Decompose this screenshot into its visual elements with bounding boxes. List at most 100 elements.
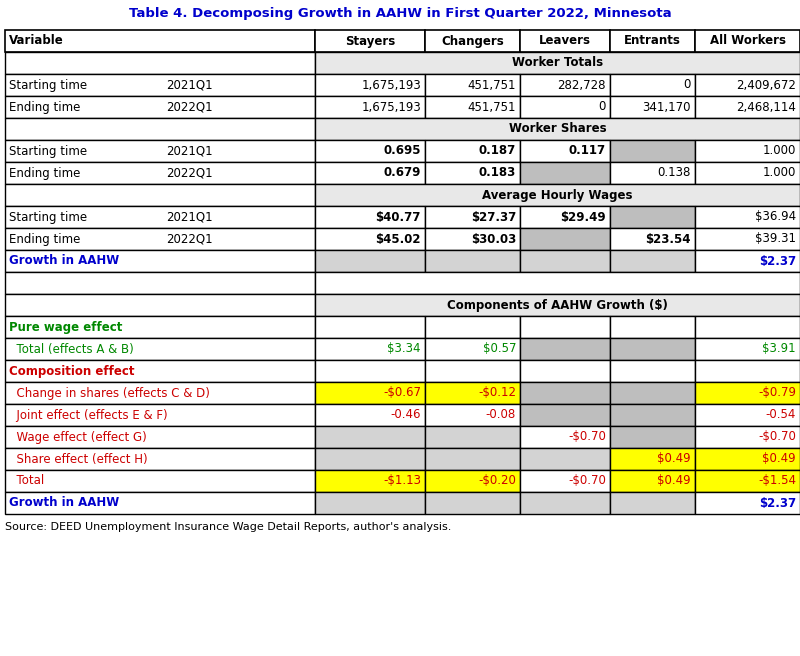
Bar (5, 272, 315, 294)
Bar (610, 492, 695, 514)
Text: Growth in AAHW: Growth in AAHW (9, 255, 119, 268)
Text: -$0.70: -$0.70 (568, 430, 606, 443)
Text: 1,675,193: 1,675,193 (362, 79, 421, 91)
Text: Wage effect (effect G): Wage effect (effect G) (9, 430, 146, 443)
Bar (520, 426, 610, 448)
Bar (695, 74, 800, 96)
Text: $0.57: $0.57 (482, 342, 516, 356)
Text: Worker Totals: Worker Totals (512, 56, 603, 70)
Bar (315, 74, 425, 96)
Text: Changers: Changers (441, 35, 504, 47)
Bar (425, 162, 520, 184)
Bar (520, 404, 610, 426)
Text: 0.695: 0.695 (383, 144, 421, 157)
Bar (315, 250, 425, 272)
Text: -$0.79: -$0.79 (758, 386, 796, 400)
Bar (425, 30, 520, 52)
Bar (5, 206, 315, 228)
Bar (610, 338, 695, 360)
Bar (520, 140, 610, 162)
Bar (425, 228, 520, 250)
Text: Average Hourly Wages: Average Hourly Wages (482, 188, 633, 201)
Bar (520, 96, 610, 118)
Bar (610, 448, 695, 470)
Bar (5, 316, 315, 338)
Text: 0.183: 0.183 (478, 167, 516, 180)
Text: 1.000: 1.000 (762, 144, 796, 157)
Bar (695, 360, 800, 382)
Bar (425, 140, 520, 162)
Text: $30.03: $30.03 (470, 232, 516, 245)
Bar (520, 360, 610, 382)
Bar (610, 228, 695, 250)
Bar (610, 162, 695, 184)
Bar (5, 140, 315, 162)
Text: $2.37: $2.37 (759, 497, 796, 510)
Bar (315, 338, 425, 360)
Bar (5, 382, 315, 404)
Text: 1.000: 1.000 (762, 167, 796, 180)
Bar (5, 52, 315, 74)
Bar (5, 184, 315, 206)
Text: $0.49: $0.49 (658, 474, 691, 487)
Text: Stayers: Stayers (345, 35, 395, 47)
Bar (610, 316, 695, 338)
Text: Growth in AAHW: Growth in AAHW (9, 497, 119, 510)
Text: 0: 0 (684, 79, 691, 91)
Text: 0.138: 0.138 (658, 167, 691, 180)
Bar (315, 272, 800, 294)
Text: $40.77: $40.77 (376, 211, 421, 224)
Bar (315, 206, 425, 228)
Text: 2022Q1: 2022Q1 (166, 100, 213, 113)
Bar (5, 228, 315, 250)
Text: -0.46: -0.46 (390, 409, 421, 422)
Bar (315, 426, 425, 448)
Text: Ending time: Ending time (9, 100, 80, 113)
Text: Components of AAHW Growth ($): Components of AAHW Growth ($) (447, 298, 668, 312)
Text: Total (effects A & B): Total (effects A & B) (9, 342, 134, 356)
Text: Variable: Variable (9, 35, 64, 47)
Bar (425, 250, 520, 272)
Bar (520, 162, 610, 184)
Bar (5, 294, 315, 316)
Text: 2,468,114: 2,468,114 (736, 100, 796, 113)
Bar (425, 404, 520, 426)
Text: Change in shares (effects C & D): Change in shares (effects C & D) (9, 386, 210, 400)
Bar (315, 404, 425, 426)
Bar (520, 470, 610, 492)
Bar (315, 228, 425, 250)
Bar (610, 74, 695, 96)
Text: 2022Q1: 2022Q1 (166, 232, 213, 245)
Text: Source: DEED Unemployment Insurance Wage Detail Reports, author's analysis.: Source: DEED Unemployment Insurance Wage… (5, 522, 451, 532)
Bar (5, 338, 315, 360)
Bar (520, 492, 610, 514)
Bar (5, 74, 315, 96)
Bar (695, 338, 800, 360)
Bar (610, 206, 695, 228)
Text: Ending time: Ending time (9, 232, 80, 245)
Text: 1,675,193: 1,675,193 (362, 100, 421, 113)
Text: Joint effect (effects E & F): Joint effect (effects E & F) (9, 409, 168, 422)
Text: Table 4. Decomposing Growth in AAHW in First Quarter 2022, Minnesota: Table 4. Decomposing Growth in AAHW in F… (129, 7, 671, 20)
Text: 0.187: 0.187 (478, 144, 516, 157)
Bar (5, 470, 315, 492)
Bar (610, 382, 695, 404)
Bar (610, 250, 695, 272)
Text: $3.34: $3.34 (387, 342, 421, 356)
Bar (520, 206, 610, 228)
Bar (315, 96, 425, 118)
Text: Entrants: Entrants (624, 35, 681, 47)
Bar (315, 360, 425, 382)
Bar (425, 96, 520, 118)
Text: $29.49: $29.49 (560, 211, 606, 224)
Text: 2021Q1: 2021Q1 (166, 79, 213, 91)
Text: $3.91: $3.91 (762, 342, 796, 356)
Bar (610, 30, 695, 52)
Text: 451,751: 451,751 (467, 79, 516, 91)
Text: -$0.67: -$0.67 (383, 386, 421, 400)
Text: $0.49: $0.49 (658, 453, 691, 466)
Text: Pure wage effect: Pure wage effect (9, 321, 122, 333)
Bar (315, 492, 425, 514)
Text: Share effect (effect H): Share effect (effect H) (9, 453, 148, 466)
Text: Total: Total (9, 474, 44, 487)
